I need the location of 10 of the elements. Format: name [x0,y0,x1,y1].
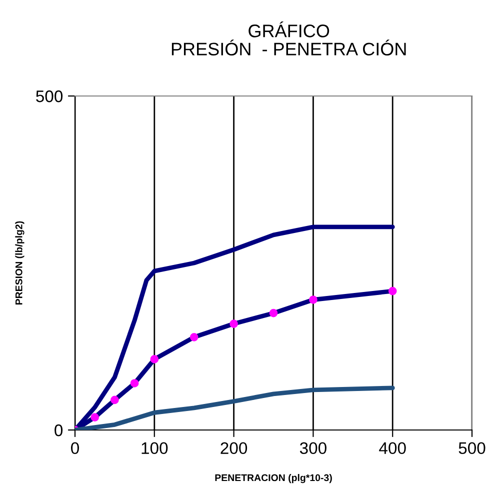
x-tick-label: 200 [220,442,248,454]
x-axis-title: PENETRACION (plg*10-3) [215,474,332,484]
x-tick-label: 500 [458,442,486,454]
chart-title: GRÁFICO PRESIÓN - PENETRA CIÓN [172,22,406,56]
x-tick-label: 0 [71,442,79,454]
x-tick-label: 100 [142,442,168,454]
y-axis-title: PRESION (lb/plg2) [15,221,24,304]
x-tick-label: 400 [379,442,406,454]
line-series [75,386,395,430]
x-tick-label: 300 [300,442,326,454]
